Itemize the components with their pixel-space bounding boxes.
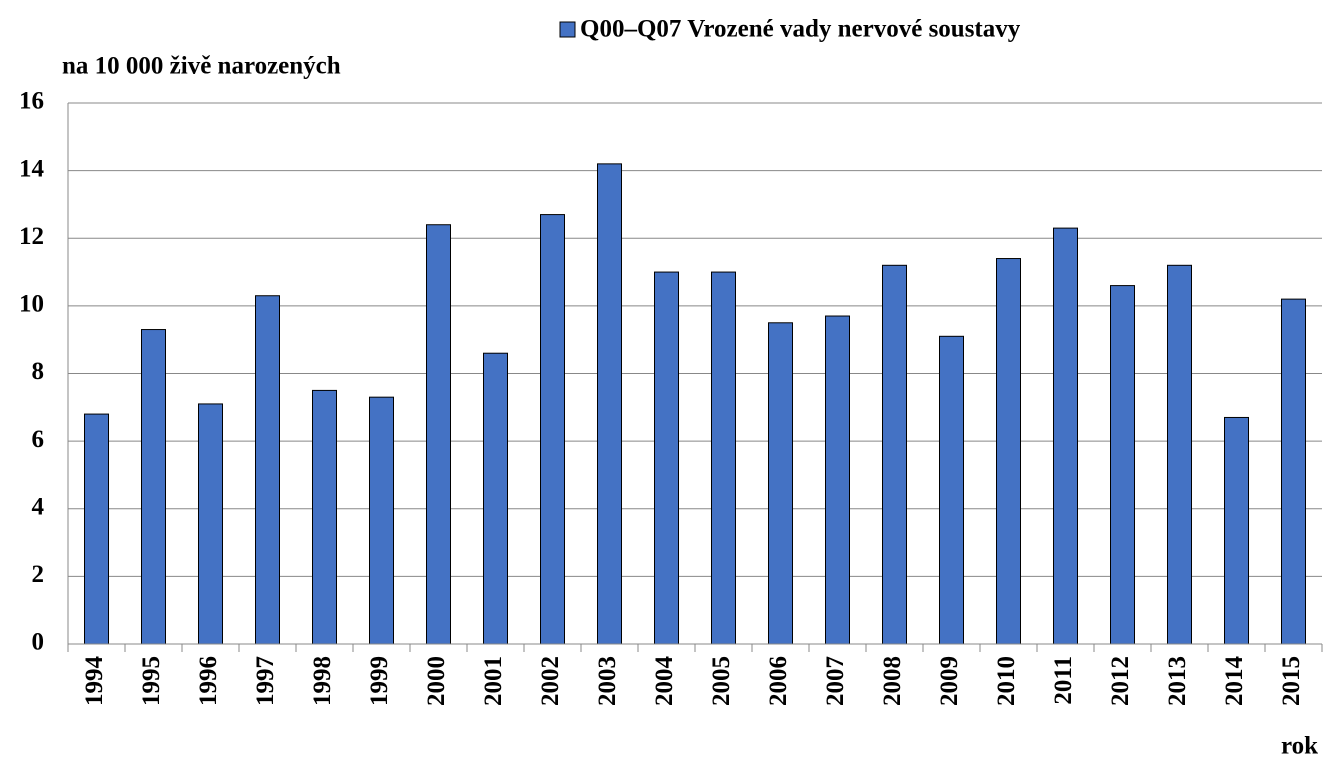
x-tick-label: 2007: [822, 656, 849, 706]
legend-label: Q00–Q07 Vrozené vady nervové soustavy: [580, 16, 1021, 43]
y-tick-label: 12: [19, 223, 44, 250]
y-tick-label: 6: [32, 426, 45, 453]
x-tick-label: 2008: [879, 656, 906, 706]
bar: [540, 214, 565, 645]
x-tick-label: 2000: [423, 656, 450, 706]
y-tick-label: 14: [19, 155, 45, 182]
y-tick-label: 10: [19, 291, 44, 318]
y-axis-label: na 10 000 živě narozených: [62, 53, 341, 80]
x-tick-label: 2003: [594, 656, 621, 706]
bar: [825, 315, 850, 645]
x-tick-label: 2009: [936, 656, 963, 706]
bar: [654, 271, 679, 645]
bar: [84, 413, 109, 645]
x-tick-label: 2001: [480, 656, 507, 706]
bar: [198, 403, 223, 645]
bar: [1167, 264, 1192, 645]
x-tick-label: 1994: [81, 656, 108, 707]
y-tick-label: 4: [32, 493, 45, 520]
bar: [711, 271, 736, 645]
x-tick-label: 2013: [1164, 656, 1191, 706]
legend-swatch: [559, 21, 576, 38]
bar: [1053, 227, 1078, 645]
bar: [996, 258, 1021, 645]
x-tick-label: 2005: [708, 656, 735, 706]
bar: [1110, 285, 1135, 645]
x-tick-label: 2002: [537, 656, 564, 706]
bar: [141, 329, 166, 645]
bar: [483, 352, 508, 645]
x-axis-label: rok: [1281, 733, 1318, 760]
bar: [882, 264, 907, 645]
x-tick-label: 2011: [1050, 656, 1077, 705]
x-tick-label: 1995: [138, 656, 165, 706]
bar: [369, 396, 394, 645]
x-tick-label: 2006: [765, 656, 792, 706]
y-tick-label: 16: [19, 88, 44, 115]
x-tick-label: 1996: [195, 656, 222, 706]
x-tick-label: 2015: [1278, 656, 1305, 706]
x-tick-label: 2014: [1221, 656, 1248, 707]
bar: [1224, 416, 1249, 645]
x-tick-label: 2012: [1107, 656, 1134, 706]
x-tick-label: 1998: [309, 656, 336, 706]
x-tick-label: 1999: [366, 656, 393, 706]
x-tick-label: 2010: [993, 656, 1020, 706]
y-tick-label: 8: [32, 358, 45, 385]
bar: [312, 389, 337, 645]
bar: [1281, 298, 1306, 645]
y-tick-label: 2: [32, 561, 45, 588]
x-tick-label: 1997: [252, 656, 279, 706]
bar: [255, 295, 280, 645]
bar: [597, 163, 622, 645]
y-tick-label: 0: [32, 629, 45, 656]
x-tick-label: 2004: [651, 656, 678, 707]
bar: [426, 224, 451, 645]
bar: [939, 335, 964, 645]
bar: [768, 322, 793, 645]
